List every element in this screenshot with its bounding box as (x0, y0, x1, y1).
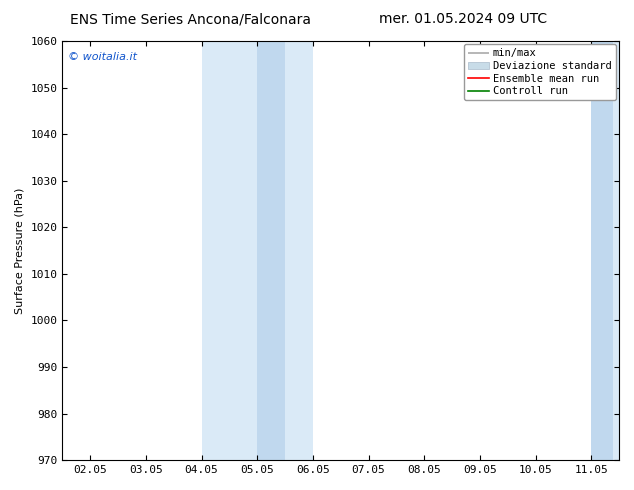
Text: © woitalia.it: © woitalia.it (68, 51, 137, 62)
Bar (202, 41, 313, 460)
Text: ENS Time Series Ancona/Falconara: ENS Time Series Ancona/Falconara (70, 12, 311, 26)
Legend: min/max, Deviazione standard, Ensemble mean run, Controll run: min/max, Deviazione standard, Ensemble m… (464, 44, 616, 100)
Text: mer. 01.05.2024 09 UTC: mer. 01.05.2024 09 UTC (378, 12, 547, 26)
Bar (591, 41, 614, 460)
Y-axis label: Surface Pressure (hPa): Surface Pressure (hPa) (15, 187, 25, 314)
Bar (591, 41, 634, 460)
Bar (257, 41, 285, 460)
